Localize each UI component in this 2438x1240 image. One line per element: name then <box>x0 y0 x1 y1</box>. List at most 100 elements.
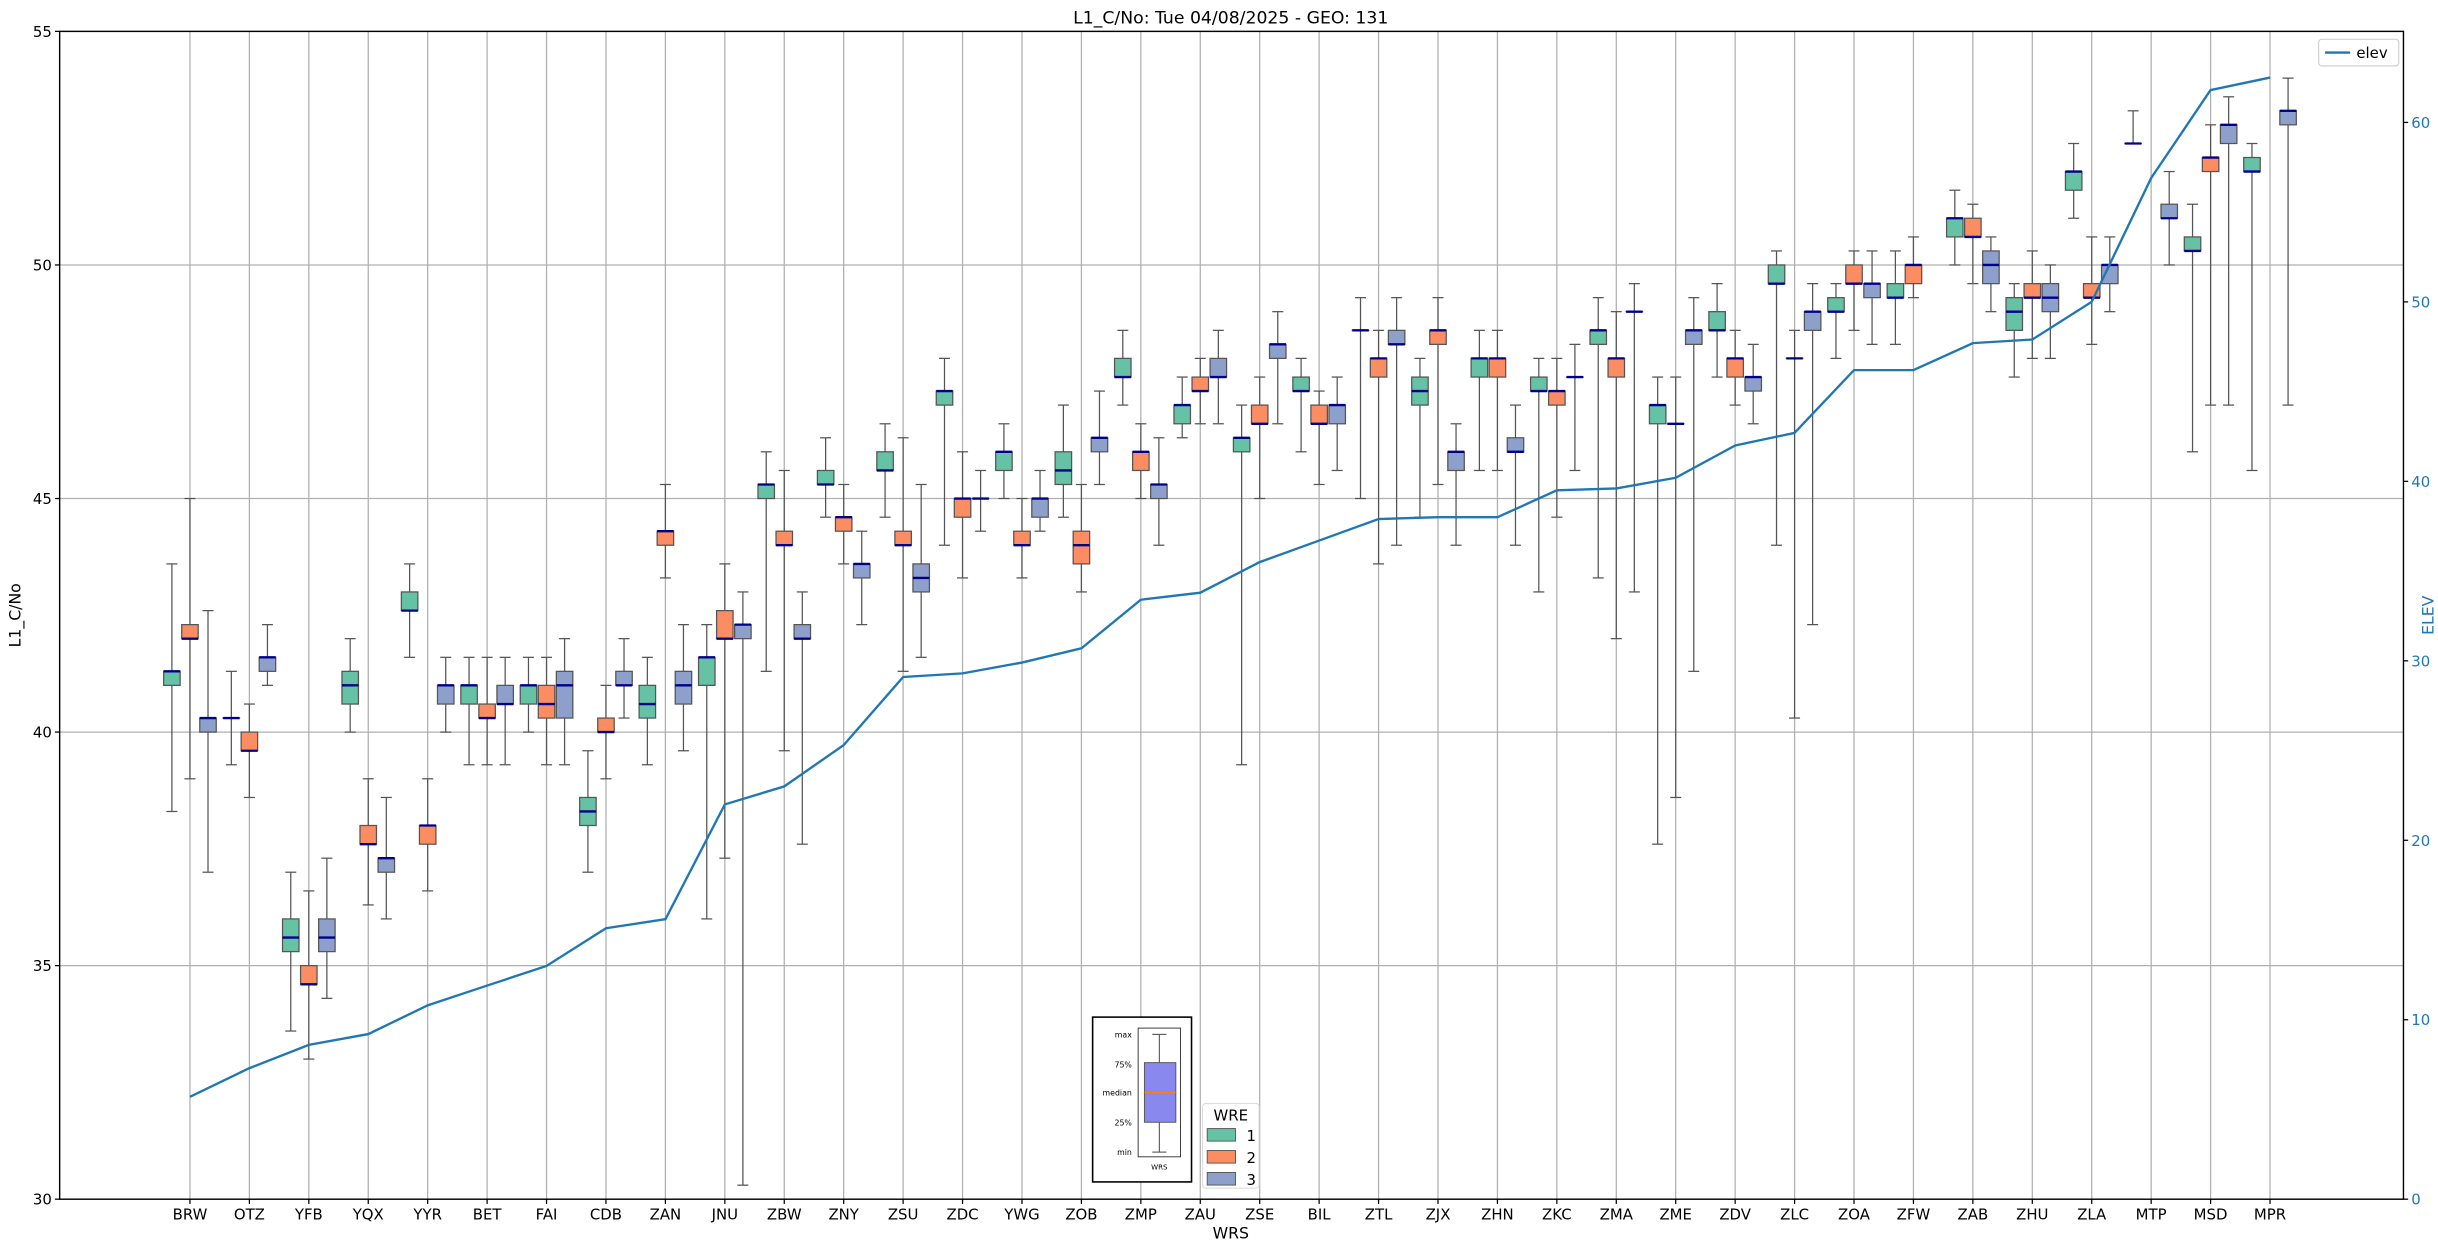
box-iqr <box>240 731 259 752</box>
y-axis-ticks: 30 35 40 45 50 55 <box>33 23 60 1209</box>
box-iqr <box>894 530 912 546</box>
elev-legend: elev <box>2318 38 2400 67</box>
box-iqr <box>793 624 812 640</box>
y2-tick-label: 50 <box>2411 293 2430 311</box>
box-iqr <box>1845 264 1863 285</box>
x-tick-label: ZBW <box>767 1206 802 1224</box>
x-tick-label: ZHU <box>2016 1206 2048 1224</box>
key-label-q3: 75% <box>1114 1060 1131 1069</box>
box-iqr <box>181 624 199 640</box>
legend-swatch-3 <box>1206 1172 1236 1186</box>
box-ZNY-wre1 <box>816 437 835 518</box>
box-iqr <box>1488 357 1507 378</box>
y2-tick-label: 20 <box>2411 832 2430 850</box>
box-iqr <box>1964 217 1982 238</box>
elev-line <box>189 76 2271 1098</box>
box-iqr <box>519 684 538 705</box>
x-tick-label: ZAU <box>1185 1206 1216 1224</box>
box-iqr <box>2064 170 2083 191</box>
box-MSD-wre3 <box>2219 96 2238 406</box>
x-tick-label: MPR <box>2254 1206 2286 1224</box>
y-tick-label: 40 <box>33 724 52 742</box>
box-ZHN-wre3 <box>1506 404 1525 546</box>
box-ZOA-wre2 <box>1845 250 1863 331</box>
box-ZTL-wre1 <box>1351 297 1370 500</box>
y2-tick-label: 60 <box>2411 114 2430 132</box>
box-JNU-wre1 <box>697 624 716 920</box>
grid <box>59 30 2404 1200</box>
box-iqr <box>2005 297 2024 331</box>
box-BRW-wre2 <box>181 497 199 780</box>
box-YWG-wre1 <box>995 423 1013 500</box>
box-iqr <box>757 483 776 500</box>
y2-axis-ticks: 0 10 20 30 40 50 60 <box>2403 114 2430 1209</box>
y-tick-label: 35 <box>33 957 52 975</box>
box-iqr <box>876 451 894 472</box>
box-YFB-wre3 <box>317 857 336 999</box>
x-tick-label: ZMA <box>1600 1206 1634 1224</box>
box-iqr <box>258 656 277 672</box>
box-iqr <box>1131 451 1150 472</box>
box-iqr <box>2243 156 2261 173</box>
x-tick-label: ZNY <box>828 1206 859 1224</box>
box-ZLC-wre3 <box>1803 283 1822 626</box>
y2-tick-label: 30 <box>2411 652 2430 670</box>
box-ZNY-wre3 <box>852 530 871 626</box>
box-YFB-wre1 <box>281 871 300 1032</box>
box-ZAB-wre1 <box>1945 189 1964 266</box>
box-ZHU-wre3 <box>2041 264 2060 360</box>
key-xlabel: WRS <box>1151 1162 1168 1171</box>
box-BIL-wre3 <box>1328 376 1347 472</box>
x-tick-label: ZOB <box>1065 1206 1097 1224</box>
x-tick-label: ZTL <box>1365 1206 1393 1224</box>
wre-legend: WRE 1 2 3 <box>1201 1102 1260 1189</box>
box-iqr <box>418 824 437 845</box>
box-iqr <box>1827 297 1845 313</box>
x-tick-label: ZSU <box>888 1206 919 1224</box>
box-ZHU-wre2 <box>2023 250 2042 360</box>
box-iqr <box>1982 250 2000 285</box>
box-iqr <box>1387 329 1406 345</box>
box-ZME-wre1 <box>1648 376 1667 845</box>
box-iqr <box>1369 357 1388 378</box>
box-iqr <box>715 609 734 640</box>
box-YQX-wre3 <box>377 796 396 920</box>
box-ZHU-wre1 <box>2005 283 2024 378</box>
x-tick-label: ZLA <box>2077 1206 2107 1224</box>
box-iqr <box>1803 311 1822 331</box>
box-ZAN-wre3 <box>674 624 693 752</box>
box-iqr <box>1292 376 1310 392</box>
box-iqr <box>377 857 396 873</box>
x-tick-label: ZDV <box>1719 1206 1751 1224</box>
box-ZMP-wre2 <box>1131 423 1150 500</box>
y2-tick-label: 0 <box>2411 1191 2420 1209</box>
box-iqr <box>1310 404 1329 425</box>
box-iqr <box>656 530 675 546</box>
box-iqr <box>2023 283 2042 299</box>
box-YQX-wre2 <box>359 778 378 906</box>
box-ZOA-wre3 <box>1863 250 1881 345</box>
box-ZLA-wre3 <box>2100 236 2119 313</box>
box-iqr <box>1173 404 1192 425</box>
x-tick-label: JNU <box>711 1206 738 1224</box>
x-tick-label: ZJX <box>1426 1206 1451 1224</box>
box-YFB-wre2 <box>299 890 318 1060</box>
box-ZDV-wre3 <box>1744 343 1763 425</box>
box-OTZ-wre2 <box>240 703 259 799</box>
x-tick-label: MTP <box>2136 1206 2167 1224</box>
y2-axis-label: ELEV <box>2418 595 2437 635</box>
box-iqr <box>199 717 217 733</box>
box-iqr <box>460 684 478 705</box>
box-JNU-wre3 <box>734 591 752 1186</box>
plot-frame <box>58 30 2405 1200</box>
box-ZTL-wre3 <box>1387 297 1406 546</box>
box-ZME-wre3 <box>1684 297 1703 672</box>
box-ZSU-wre3 <box>912 483 931 658</box>
box-iqr <box>1268 343 1287 360</box>
box-YWG-wre3 <box>1031 469 1049 532</box>
box-iqr <box>1113 357 1132 378</box>
box-ZAB-wre3 <box>1982 236 2000 313</box>
box-OTZ-wre3 <box>258 624 277 686</box>
box-ZFW-wre1 <box>1886 250 1905 345</box>
box-ZMP-wre1 <box>1113 329 1132 406</box>
